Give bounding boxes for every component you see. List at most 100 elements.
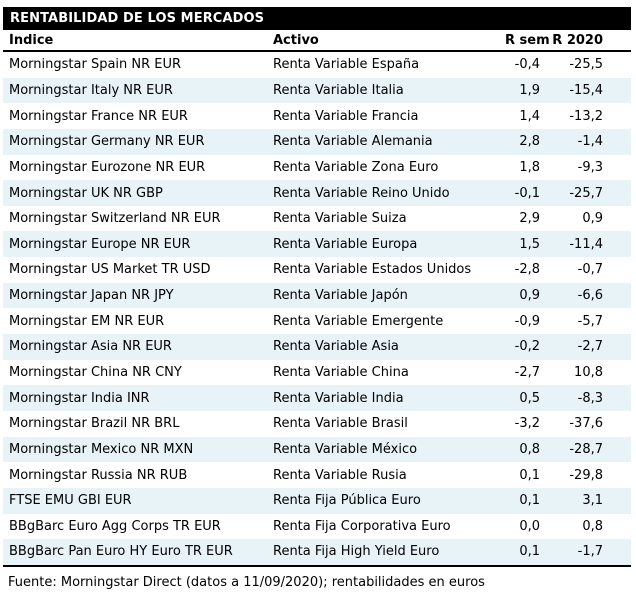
row-activo-cell: Renta Variable Reino Unido [273, 185, 450, 201]
row-r-sem-cell: 0,5 [519, 390, 540, 406]
table-row: BBgBarc Pan Euro HY Euro TR EUR Renta Fij… [3, 539, 631, 565]
table-row: Morningstar Russia NR RUB Renta Variable … [3, 462, 631, 488]
row-r-2020-cell: -8,3 [577, 390, 603, 406]
row-indice-cell: Morningstar Asia NR EUR [9, 339, 172, 355]
row-r-sem-cell: 2,8 [519, 134, 540, 150]
table-row: Morningstar Europe NR EUR Renta Variable … [3, 231, 631, 258]
column-header-r-2020: R 2020 [552, 32, 603, 48]
row-indice-cell: Morningstar Europe NR EUR [9, 236, 191, 252]
row-r-sem-cell: -0,9 [514, 313, 540, 329]
row-indice-cell: Morningstar Eurozone NR EUR [9, 159, 206, 175]
row-r-2020-cell: 3,1 [582, 493, 603, 509]
row-indice-cell: Morningstar UK NR GBP [9, 185, 163, 201]
column-header-r-sem: R sem [505, 32, 550, 48]
row-activo-cell: Renta Variable China [273, 365, 409, 380]
row-activo-cell: Renta Variable Europa [273, 236, 418, 252]
row-indice-cell: Morningstar China NR CNY [9, 365, 182, 380]
row-activo-cell: Renta Variable Rusia [273, 467, 407, 483]
row-activo-cell: Renta Variable Alemania [273, 134, 433, 150]
row-r-sem-cell: 0,8 [519, 441, 540, 457]
row-activo-cell: Renta Variable Suiza [273, 211, 407, 227]
row-r-2020-cell: -13,2 [569, 108, 603, 124]
row-indice-cell: Morningstar Brazil NR BRL [9, 416, 180, 432]
row-r-2020-cell: 10,8 [574, 365, 603, 380]
row-activo-cell: Renta Variable Italia [273, 82, 404, 98]
row-r-sem-cell: 0,9 [519, 288, 540, 304]
table-body: Morningstar Spain NR EUR Renta Variable E… [3, 52, 631, 567]
row-indice-cell: FTSE EMU GBI EUR [9, 493, 132, 509]
table-header-row: Índice Activo R sem R 2020 [3, 30, 631, 52]
row-r-sem-cell: 0,1 [519, 544, 540, 560]
row-indice-cell: Morningstar Japan NR JPY [9, 288, 174, 304]
row-indice-cell: BBgBarc Euro Agg Corps TR EUR [9, 518, 221, 534]
row-r-sem-cell: 1,5 [519, 236, 540, 252]
row-r-2020-cell: -28,7 [569, 441, 603, 457]
table-row: Morningstar Spain NR EUR Renta Variable E… [3, 52, 631, 78]
row-activo-cell: Renta Variable Zona Euro [273, 159, 439, 175]
row-indice-cell: Morningstar EM NR EUR [9, 313, 165, 329]
row-indice-cell: Morningstar Mexico NR MXN [9, 441, 194, 457]
row-r-2020-cell: -0,7 [577, 262, 603, 278]
table-row: Morningstar India INR Renta Variable Indi… [3, 385, 631, 411]
table-row: BBgBarc Euro Agg Corps TR EUR Renta Fija … [3, 514, 631, 540]
row-r-2020-cell: 0,8 [582, 518, 603, 534]
market-returns-report: RENTABILIDAD DE LOS MERCADOS Índice Acti… [3, 7, 631, 590]
table-row: Morningstar UK NR GBP Renta Variable Rein… [3, 180, 631, 206]
row-indice-cell: Morningstar India INR [9, 390, 150, 406]
table-row: Morningstar Brazil NR BRL Renta Variable … [3, 411, 631, 437]
table-row: Morningstar China NR CNY Renta Variable C… [3, 360, 631, 386]
row-r-2020-cell: -1,4 [577, 134, 603, 150]
row-r-2020-cell: -25,5 [569, 57, 603, 73]
row-r-sem-cell: -0,1 [514, 185, 540, 201]
row-r-2020-cell: -5,7 [577, 313, 603, 329]
row-activo-cell: Renta Variable España [273, 57, 420, 73]
row-r-2020-cell: -2,7 [577, 339, 603, 355]
row-activo-cell: Renta Fija Corporativa Euro [273, 518, 451, 534]
row-activo-cell: Renta Variable Emergente [273, 313, 444, 329]
table-row: Morningstar Japan NR JPY Renta Variable J… [3, 282, 631, 309]
row-activo-cell: Renta Variable Brasil [273, 416, 408, 432]
table-row: Morningstar France NR EUR Renta Variable … [3, 103, 631, 129]
row-r-sem-cell: 0,1 [519, 467, 540, 483]
row-r-sem-cell: -0,4 [514, 57, 540, 73]
source-note: Fuente: Morningstar Direct (datos a 11/0… [8, 574, 485, 590]
row-r-sem-cell: 1,4 [519, 108, 540, 124]
row-activo-cell: Renta Variable Japón [273, 288, 408, 304]
row-r-2020-cell: -15,4 [569, 82, 603, 98]
row-indice-cell: BBgBarc Pan Euro HY Euro TR EUR [9, 544, 233, 560]
row-r-2020-cell: -25,7 [569, 185, 603, 201]
table-row: Morningstar Germany NR EUR Renta Variable… [3, 128, 631, 155]
row-indice-cell: Morningstar Russia NR RUB [9, 467, 188, 483]
row-r-2020-cell: -11,4 [569, 236, 603, 252]
row-indice-cell: Morningstar Switzerland NR EUR [9, 211, 221, 227]
row-activo-cell: Renta Fija Pública Euro [273, 493, 421, 509]
row-activo-cell: Renta Variable México [273, 441, 418, 457]
row-indice-cell: Morningstar Germany NR EUR [9, 134, 205, 150]
row-activo-cell: Renta Variable Estados Unidos [273, 262, 472, 278]
row-activo-cell: Renta Variable Francia [273, 108, 419, 124]
row-indice-cell: Morningstar Italy NR EUR [9, 82, 173, 98]
table-row: Morningstar Mexico NR MXN Renta Variable … [3, 436, 631, 463]
row-r-sem-cell: 0,1 [519, 493, 540, 509]
row-r-sem-cell: 2,9 [519, 211, 540, 227]
table-row: Morningstar Italy NR EUR Renta Variable I… [3, 77, 631, 104]
row-indice-cell: Morningstar US Market TR USD [9, 262, 211, 278]
table-row: FTSE EMU GBI EUR Renta Fija Pública Euro 0… [3, 487, 631, 514]
row-r-sem-cell: -3,2 [514, 416, 540, 432]
column-header-indice: Índice [9, 32, 54, 48]
row-r-2020-cell: -9,3 [577, 159, 603, 175]
row-r-2020-cell: -29,8 [569, 467, 603, 483]
row-r-sem-cell: 1,8 [519, 159, 540, 175]
table-row: Morningstar Asia NR EUR Renta Variable As… [3, 334, 631, 360]
row-r-2020-cell: -6,6 [577, 288, 603, 304]
table-row: Morningstar EM NR EUR Renta Variable Emer… [3, 308, 631, 334]
table-row: Morningstar Switzerland NR EUR Renta Vari… [3, 206, 631, 232]
row-r-sem-cell: -2,8 [514, 262, 540, 278]
row-r-sem-cell: -0,2 [514, 339, 540, 355]
row-r-2020-cell: -1,7 [577, 544, 603, 560]
row-r-sem-cell: -2,7 [514, 365, 540, 380]
row-r-2020-cell: -37,6 [569, 416, 603, 432]
row-r-2020-cell: 0,9 [582, 211, 603, 227]
row-activo-cell: Renta Variable Asia [273, 339, 399, 355]
table-row: Morningstar US Market TR USD Renta Variab… [3, 257, 631, 283]
